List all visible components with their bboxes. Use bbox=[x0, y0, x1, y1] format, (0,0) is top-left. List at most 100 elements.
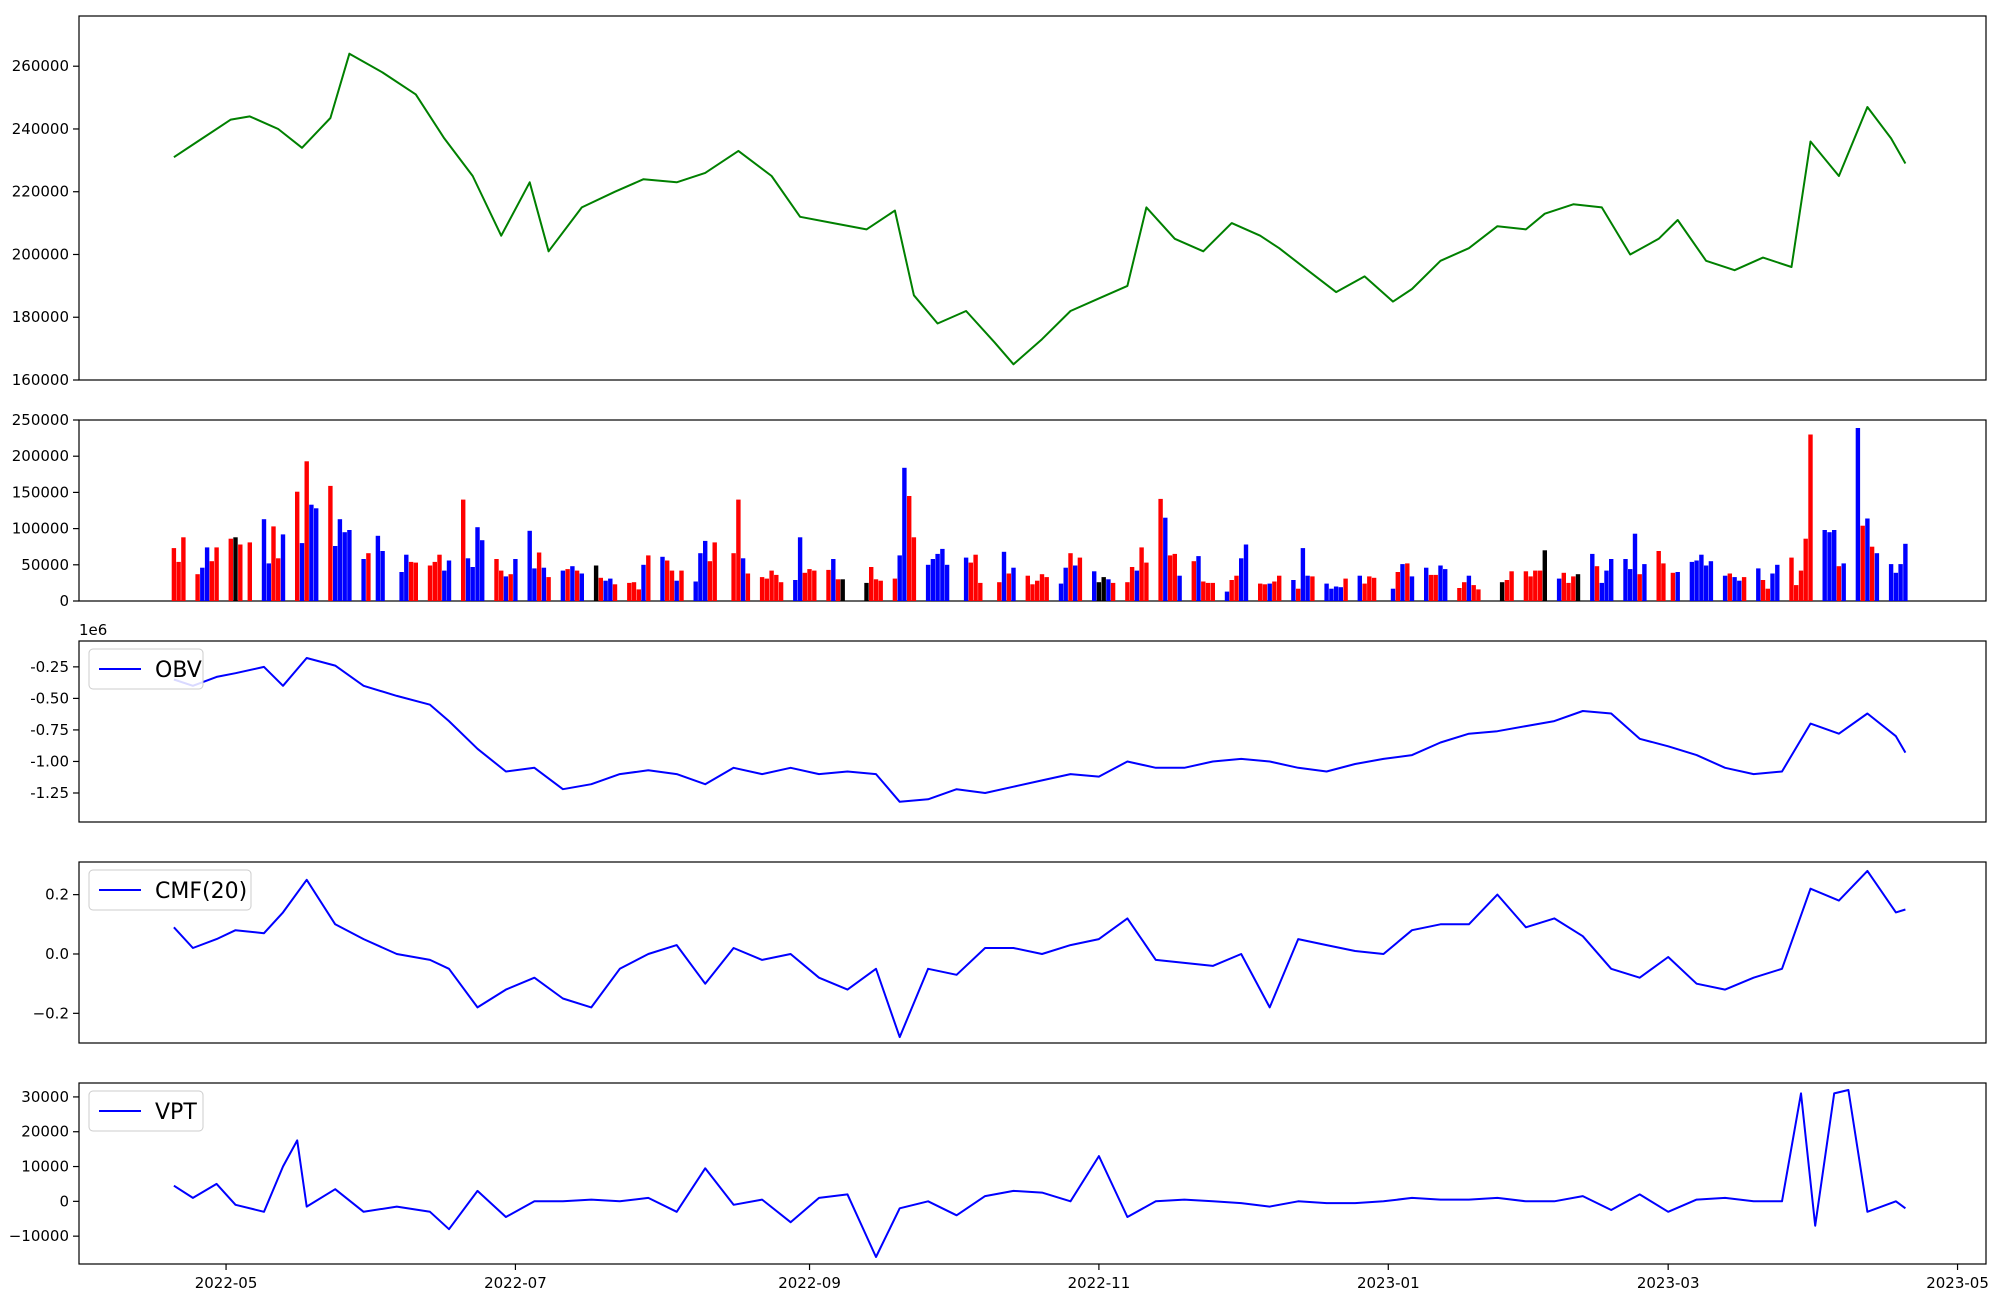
volume-bar bbox=[1509, 571, 1514, 601]
vpt-ytick-label: 20000 bbox=[21, 1123, 69, 1141]
volume-bar bbox=[835, 579, 841, 601]
volume-bar bbox=[1400, 564, 1405, 601]
volume-bar bbox=[1310, 576, 1315, 601]
volume-panel: 0 50000 100000 150000 200000 250000 bbox=[12, 411, 1987, 610]
obv-axes-frame bbox=[78, 640, 1987, 823]
volume-bar bbox=[574, 570, 580, 601]
volume-bar bbox=[1096, 582, 1102, 601]
volume-bar bbox=[1229, 580, 1234, 601]
volume-bar bbox=[1125, 582, 1130, 601]
volume-bar bbox=[1675, 572, 1680, 601]
volume-bar bbox=[1599, 582, 1604, 601]
volume-bar bbox=[342, 532, 347, 601]
volume-bar bbox=[1039, 574, 1045, 601]
volume-bar bbox=[503, 576, 509, 601]
price-ytick-label: 220000 bbox=[12, 183, 69, 201]
volume-bar bbox=[1860, 525, 1865, 601]
volume-bar bbox=[1832, 530, 1837, 601]
cmf-series-line bbox=[173, 869, 1906, 1039]
volume-bar bbox=[736, 499, 741, 601]
volume-bar bbox=[1471, 585, 1476, 601]
volume-bar bbox=[1433, 574, 1438, 601]
volume-bar bbox=[812, 570, 817, 601]
vpt-legend-box bbox=[88, 1090, 204, 1132]
volume-bar bbox=[366, 553, 371, 601]
volume-bar bbox=[1333, 586, 1339, 601]
volume-bar bbox=[935, 553, 940, 601]
volume-bar bbox=[408, 561, 414, 601]
obv-ytick-label: -0.50 bbox=[30, 689, 69, 707]
obv-ytick-label: -1.00 bbox=[30, 752, 69, 770]
volume-bar bbox=[1628, 569, 1633, 601]
volume-bar bbox=[1874, 553, 1880, 601]
volume-bar bbox=[769, 570, 774, 601]
volume-bar bbox=[1575, 574, 1581, 601]
volume-bar bbox=[1201, 581, 1206, 601]
volume-bar bbox=[1694, 560, 1699, 601]
volume-bar bbox=[171, 548, 177, 601]
volume-bar bbox=[1205, 582, 1211, 601]
volume-bar bbox=[1106, 579, 1111, 601]
vpt-xtick-label: 2022-05 bbox=[195, 1274, 258, 1292]
volume-bar bbox=[181, 537, 186, 601]
volume-bar bbox=[840, 579, 845, 601]
volume-bar bbox=[309, 504, 314, 601]
volume-bar bbox=[1362, 583, 1367, 601]
volume-bar bbox=[494, 559, 499, 601]
volume-bar bbox=[328, 485, 333, 601]
volume-bar bbox=[404, 554, 409, 601]
volume-bar bbox=[1893, 572, 1899, 601]
volume-bar bbox=[1001, 551, 1007, 601]
volume-bar bbox=[1466, 575, 1472, 601]
volume-bar bbox=[228, 538, 233, 601]
volume-ytick-label: 0 bbox=[59, 592, 69, 610]
volume-bar bbox=[1092, 571, 1097, 601]
volume-bar bbox=[1642, 564, 1647, 601]
volume-bar bbox=[541, 567, 547, 601]
volume-bar bbox=[774, 574, 779, 601]
volume-bar bbox=[1869, 546, 1875, 601]
volume-bar bbox=[1822, 530, 1827, 601]
volume-bar bbox=[1566, 582, 1571, 601]
volume-bar bbox=[1556, 578, 1562, 601]
volume-bar bbox=[579, 573, 584, 601]
volume-bar bbox=[1338, 587, 1343, 601]
volume-bar bbox=[347, 530, 352, 601]
volume-bar bbox=[361, 559, 366, 601]
volume-bar bbox=[940, 548, 945, 601]
volume-bar bbox=[1689, 561, 1695, 601]
volume-bar bbox=[1405, 563, 1410, 601]
volume-bar bbox=[271, 526, 276, 601]
volume-bar bbox=[593, 565, 599, 601]
volume-bar bbox=[1367, 576, 1372, 601]
volume-bar bbox=[1722, 575, 1728, 601]
vpt-ytick-label: 0 bbox=[59, 1192, 69, 1210]
volume-bar bbox=[864, 582, 869, 601]
obv-series-line bbox=[173, 657, 1907, 803]
volume-bar bbox=[660, 556, 665, 601]
volume-bar bbox=[1011, 567, 1016, 601]
volume-bar bbox=[399, 572, 404, 601]
volume-bar bbox=[674, 580, 679, 601]
volume-bar bbox=[740, 558, 746, 601]
volume-bar bbox=[968, 562, 973, 601]
obv-legend-box bbox=[88, 648, 204, 690]
vpt-xtick-label: 2023-03 bbox=[1637, 1274, 1700, 1292]
volume-bar bbox=[669, 570, 675, 601]
volume-bar bbox=[703, 540, 708, 601]
volume-bar bbox=[470, 567, 475, 601]
volume-bar bbox=[1134, 570, 1140, 601]
volume-bar bbox=[1177, 575, 1182, 601]
volume-bar bbox=[570, 566, 575, 601]
obv-scale-note: 1e6 bbox=[79, 621, 107, 639]
vpt-legend-label: VPT bbox=[155, 1100, 197, 1125]
volume-ytick-label: 50000 bbox=[21, 556, 69, 574]
volume-bar bbox=[314, 508, 319, 601]
volume-bar bbox=[295, 491, 300, 601]
volume-bar bbox=[1623, 559, 1628, 601]
volume-bar bbox=[930, 559, 936, 601]
volume-bar bbox=[826, 569, 831, 601]
volume-bar bbox=[1409, 576, 1415, 601]
